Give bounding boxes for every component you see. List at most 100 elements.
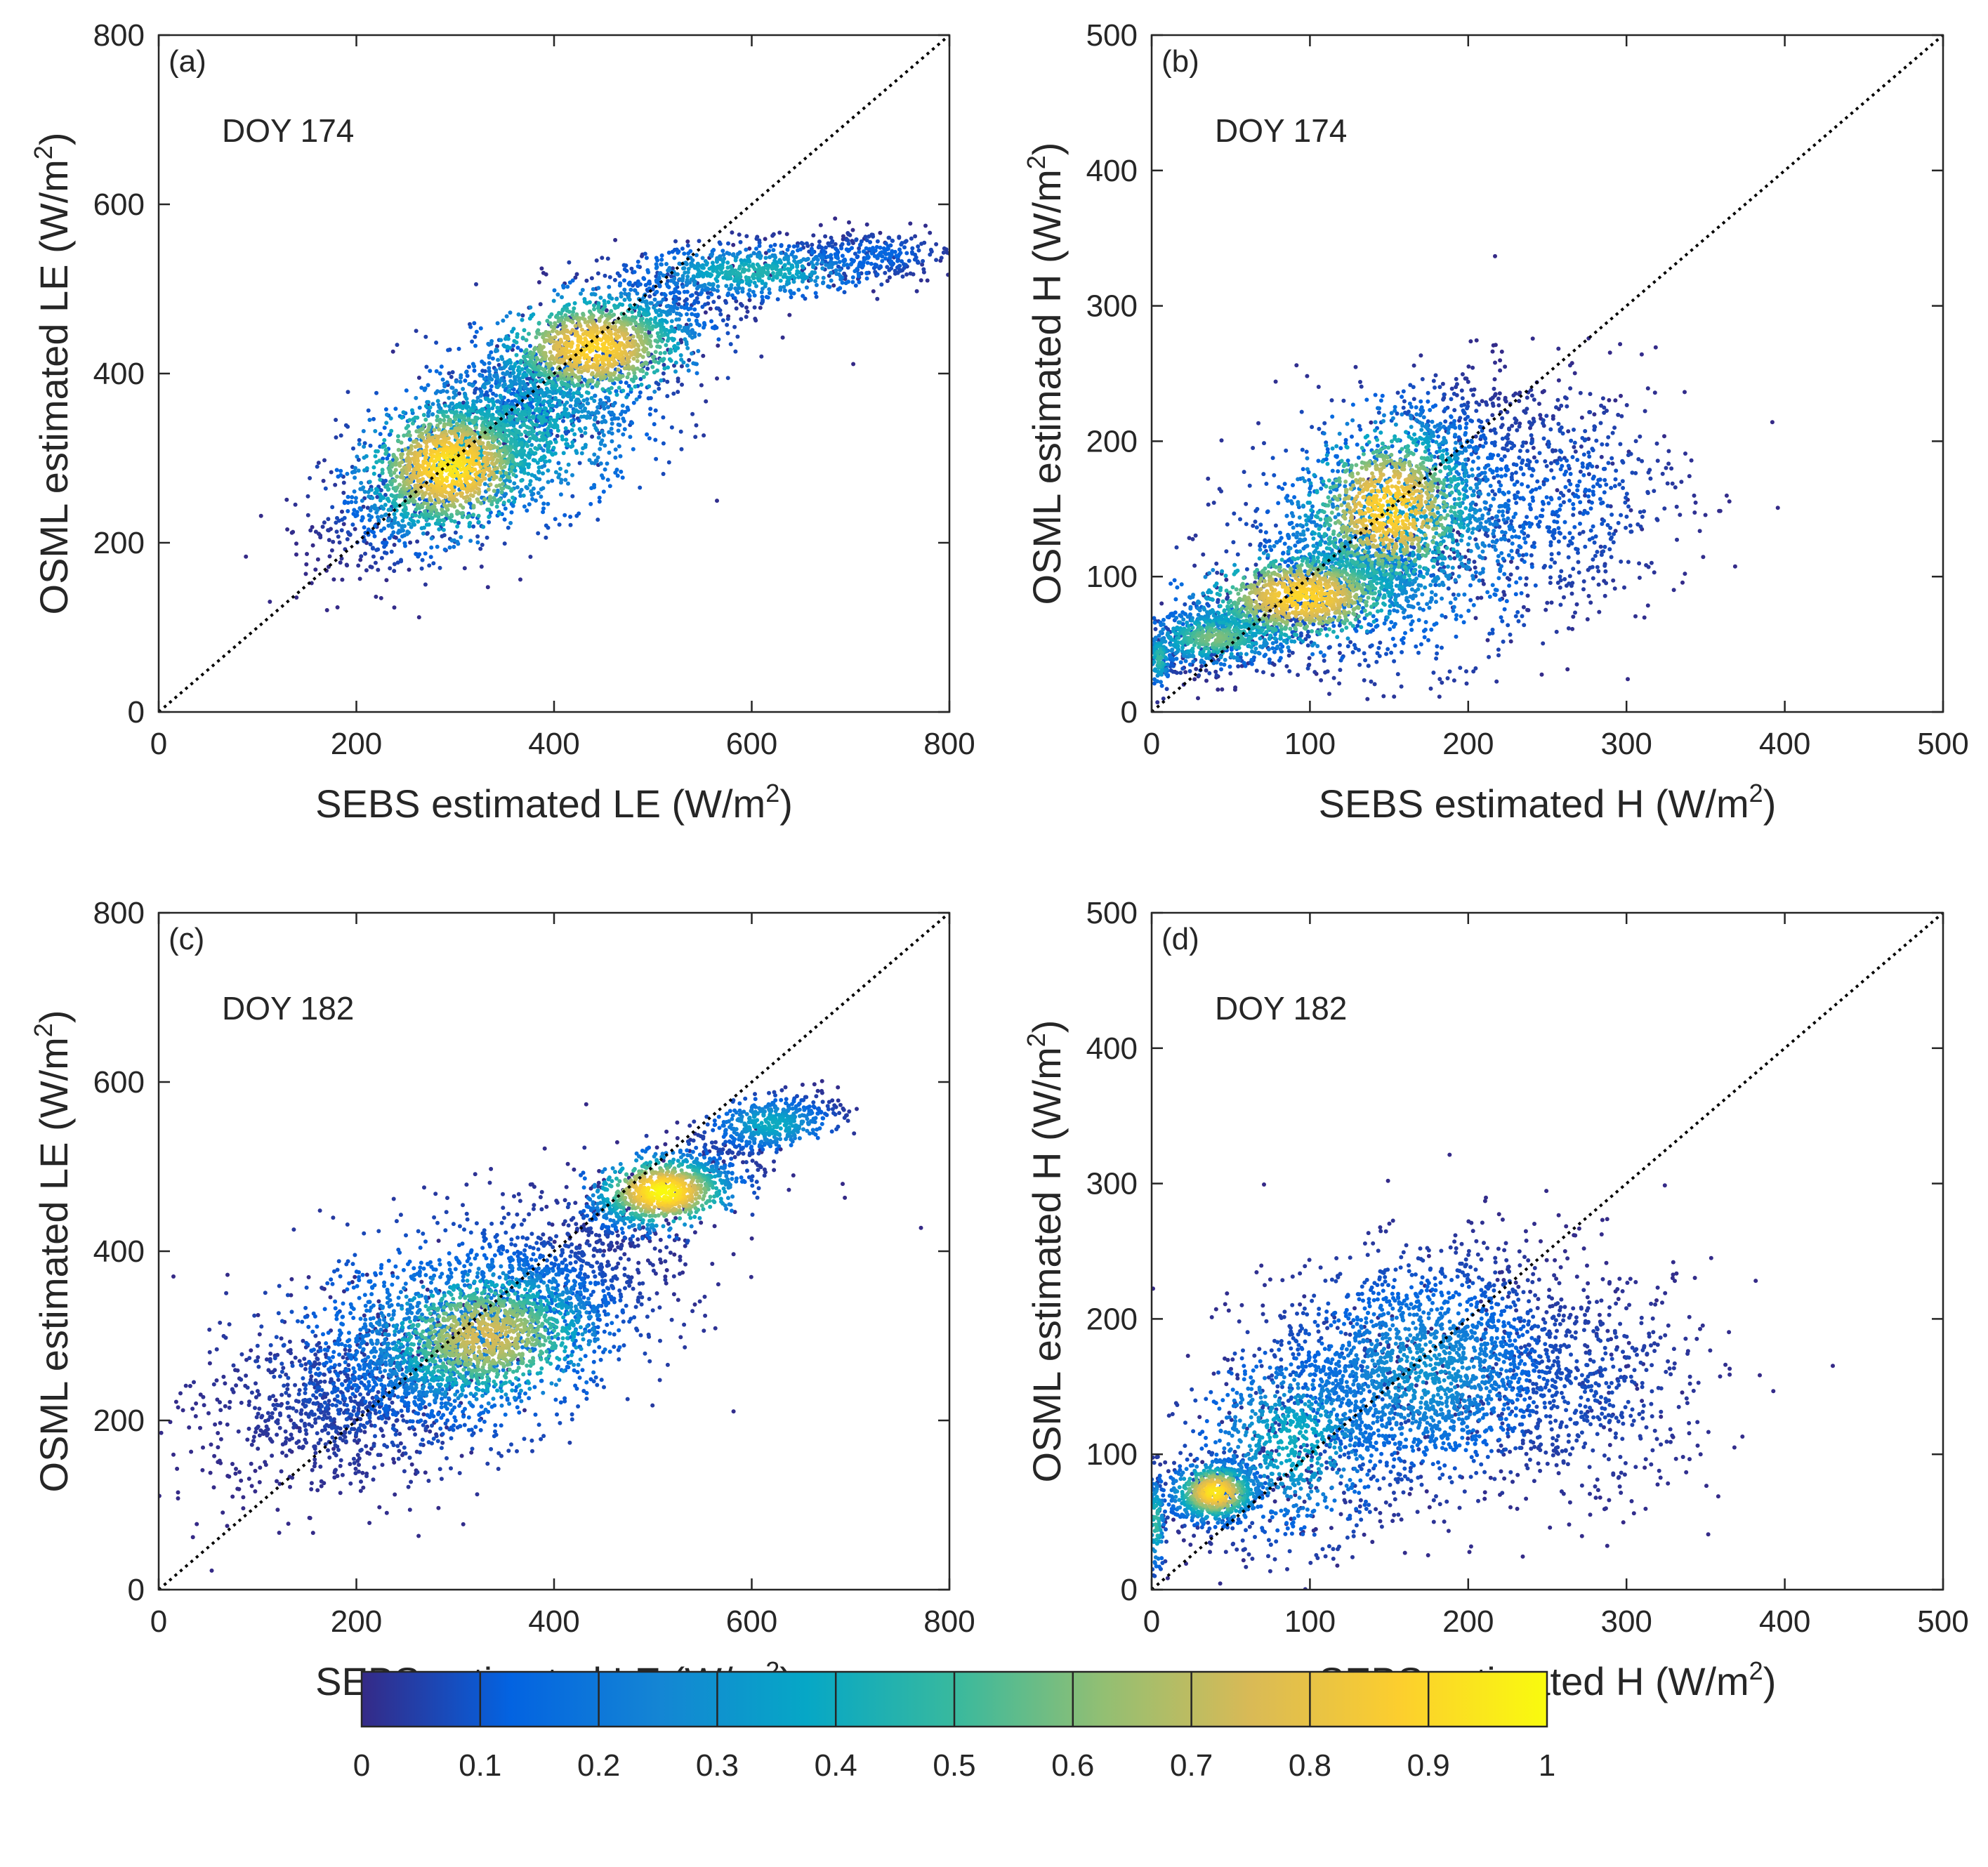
scatter-point [687,357,692,362]
scatter-point [817,239,822,244]
scatter-point [524,338,529,343]
scatter-point [715,289,720,293]
scatter-point [437,427,442,432]
scatter-point [720,260,725,265]
scatter-point [555,433,560,438]
scatter-point [356,468,361,473]
scatter-point [604,395,609,400]
scatter-point [692,307,697,312]
scatter-point [838,286,843,291]
scatter-point [553,397,558,402]
scatter-point [579,365,584,370]
scatter-point [592,423,597,428]
scatter-point [863,235,868,239]
scatter-point [432,428,437,433]
scatter-point [619,311,624,316]
scatter-point [568,522,573,527]
scatter-point [815,261,819,266]
scatter-point [584,301,589,305]
scatter-point [345,501,350,505]
scatter-point [408,460,413,465]
scatter-point [480,543,485,547]
scatter-point [400,415,404,420]
scatter-point [840,242,845,246]
scatter-point [305,552,309,556]
scatter-point [609,309,614,314]
scatter-point [366,489,371,494]
scatter-point [345,530,350,535]
scatter-point [596,435,601,440]
scatter-point [875,272,880,277]
scatter-point [857,246,862,251]
scatter-point [739,303,744,308]
scatter-point [744,247,749,252]
scatter-point [801,293,805,298]
scatter-point [848,262,853,267]
scatter-point [701,353,706,358]
scatter-point [544,535,548,540]
scatter-point [767,287,772,291]
scatter-point [480,416,484,421]
scatter-point [577,427,582,432]
scatter-point [258,513,263,518]
scatter-point [476,513,481,518]
scatter-point [872,253,877,258]
scatter-point [846,249,850,253]
scatter-point [504,439,509,444]
scatter-point [393,407,398,411]
scatter-point [555,428,560,433]
scatter-point [527,316,532,321]
scatter-point [468,324,473,329]
scatter-point [786,244,791,249]
scatter-point [475,497,480,502]
scatter-point [579,451,584,456]
scatter-point [545,387,550,392]
scatter-point [720,249,725,253]
scatter-point [672,256,677,260]
scatter-point [392,543,397,547]
scatter-point [530,496,535,501]
scatter-point [885,279,890,284]
scatter-point [541,510,546,515]
scatter-point [474,282,478,286]
scatter-point [541,471,545,476]
scatter-point [533,408,538,413]
scatter-point [498,463,503,468]
scatter-point [423,509,428,514]
scatter-point [464,403,468,408]
scatter-point [571,395,576,400]
scatter-point [685,289,690,294]
scatter-point [710,325,715,330]
scatter-point [562,390,567,395]
scatter-point [426,414,430,418]
scatter-point [375,494,380,499]
scatter-point [419,385,424,390]
scatter-point [370,496,375,501]
scatter-point [492,489,496,494]
scatter-point [624,263,628,268]
scatter-point [904,272,909,277]
scatter-point [362,444,367,449]
scatter-point [579,291,583,296]
scatter-point [513,362,518,367]
scatter-point [777,230,782,235]
scatter-point [479,411,484,416]
scatter-point [706,295,711,300]
scatter-point [534,335,539,340]
scatter-point [763,282,768,286]
scatter-point [380,468,385,473]
scatter-point [673,239,678,244]
scatter-point [366,408,371,413]
scatter-point [786,260,791,265]
scatter-point [873,262,878,267]
scatter-point [707,266,712,271]
scatter-point [654,456,659,461]
scatter-point [800,279,805,284]
scatter-point [511,370,516,375]
scatter-point [585,397,590,402]
scatter-point [568,388,573,392]
scatter-point [708,306,713,311]
scatter-point [661,472,666,476]
scatter-point [647,436,652,441]
scatter-point [482,444,486,449]
